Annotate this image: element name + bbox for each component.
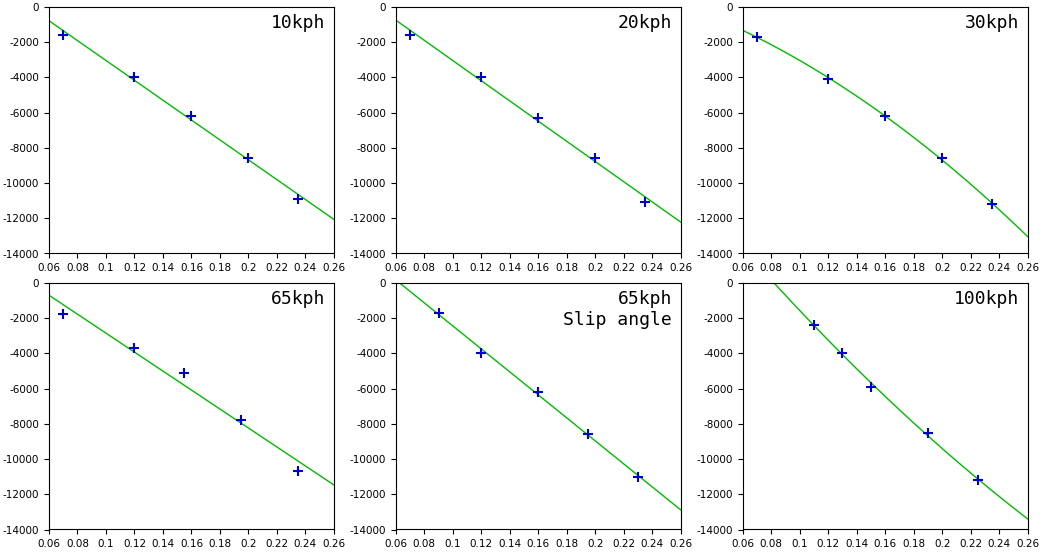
Text: 30kph: 30kph [965,14,1019,32]
Text: 65kph: 65kph [271,290,325,308]
Text: 10kph: 10kph [271,14,325,32]
Text: 20kph: 20kph [618,14,672,32]
Text: 65kph
Slip angle: 65kph Slip angle [564,290,672,329]
Text: 100kph: 100kph [953,290,1019,308]
